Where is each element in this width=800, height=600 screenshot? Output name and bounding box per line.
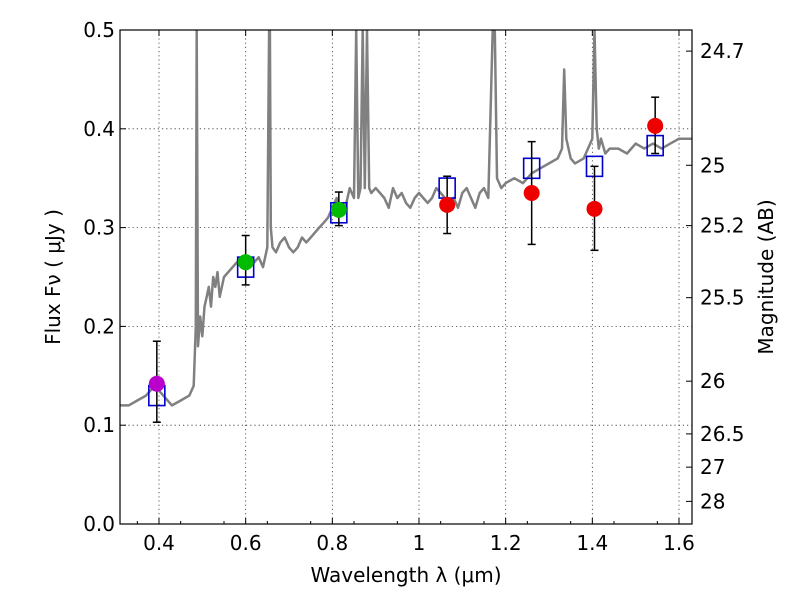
mag-tick-label: 25 [700,153,725,177]
x-tick-label: 1.6 [663,531,695,555]
observed-point [439,196,456,213]
axis-ticks [120,29,692,525]
observed-point [330,201,347,218]
y-tick-label: 0.5 [83,18,115,42]
spectrum-line [120,30,692,407]
observed-point [647,117,664,134]
observed-point [148,375,165,392]
x-axis-label: Wavelength λ (μm) [310,563,501,587]
mag-tick-label: 27 [700,455,725,479]
y-axis-label: Flux Fν ( μJy ) [41,209,65,345]
plot-area [120,30,692,423]
mag-tick-label: 26 [700,369,725,393]
tick-labels: 0.4 0.6 0.8 1 1.2 1.4 1.6 0.0 0.1 0.2 0.3 0.4 0.5 24.… [83,18,744,555]
mag-tick-label: 25.5 [700,286,745,310]
mag-tick-label: 25.2 [700,214,745,238]
observed-point [523,185,540,202]
mag-tick-label: 26.5 [700,422,745,446]
observed-point [237,254,254,271]
x-tick-label: 0.6 [230,531,262,555]
x-axis-label-text: Wavelength λ (μm) [310,563,501,587]
x-tick-label: 1.4 [576,531,608,555]
x-tick-label: 0.8 [316,531,348,555]
x-tick-label: 0.4 [143,531,175,555]
y-tick-label: 0.3 [83,216,115,240]
y-tick-label: 0.4 [83,117,115,141]
grid-lines [120,30,692,524]
mag-tick-label: 28 [700,489,725,513]
mag-tick-label: 24.7 [700,39,745,63]
observed-point [586,200,603,217]
y-tick-label: 0.1 [83,413,115,437]
y2-axis-label: Magnitude (AB) [754,199,778,354]
plot-frame [119,29,693,525]
y-tick-label: 0.2 [83,314,115,338]
y-tick-label: 0.0 [83,512,115,536]
x-tick-label: 1 [413,531,426,555]
x-tick-label: 1.2 [490,531,522,555]
